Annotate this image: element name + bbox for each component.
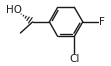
Text: F: F: [99, 17, 105, 27]
Text: HO: HO: [6, 5, 22, 15]
Text: Cl: Cl: [69, 54, 79, 63]
